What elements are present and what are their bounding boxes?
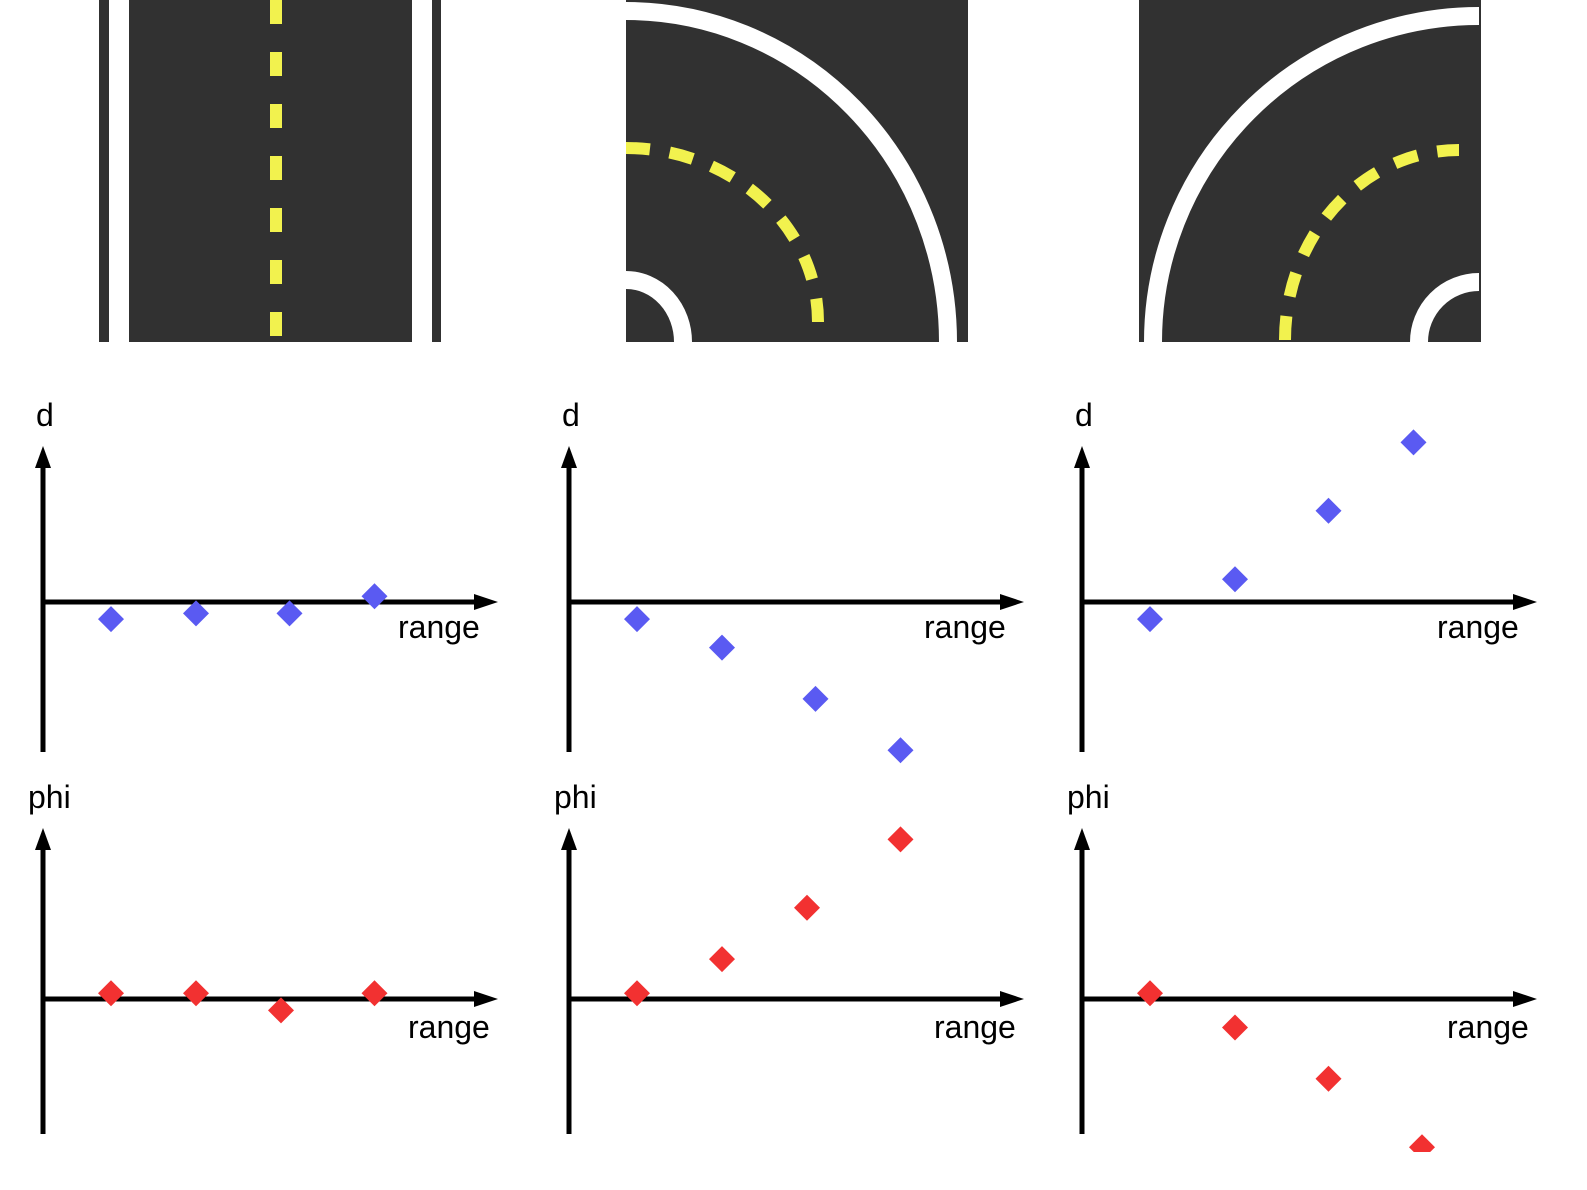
right-curve-road-tile: [626, 0, 968, 342]
diamond-marker: [98, 980, 124, 1007]
y-axis-arrow: [1074, 828, 1090, 850]
diamond-marker: [1315, 1065, 1342, 1092]
data-markers: [1137, 429, 1427, 633]
diamond-marker: [98, 606, 124, 633]
diamond-marker: [268, 997, 294, 1024]
x-axis-arrow: [1513, 594, 1537, 610]
diamond-marker: [276, 600, 303, 627]
y-axis-label: phi: [1067, 779, 1110, 815]
outer-edge-line: [1144, 7, 1480, 342]
d-plot-straight: d range: [35, 397, 498, 752]
diamond-marker: [802, 685, 829, 712]
diamond-marker: [183, 600, 209, 627]
axes: [1074, 828, 1537, 1134]
x-axis-arrow: [1000, 991, 1024, 1007]
axes: [561, 828, 1024, 1134]
diamond-marker: [1222, 566, 1248, 593]
data-markers: [624, 606, 914, 764]
asphalt: [1139, 0, 1481, 342]
y-axis-label: d: [36, 397, 54, 433]
diamond-marker: [624, 606, 650, 633]
diamond-marker: [887, 737, 914, 764]
data-markers: [1137, 980, 1435, 1152]
asphalt: [626, 0, 968, 342]
diamond-marker: [1409, 1134, 1435, 1152]
y-axis-arrow: [561, 446, 577, 468]
diamond-marker: [1137, 980, 1163, 1007]
diamond-marker: [624, 980, 650, 1007]
diamond-marker: [361, 980, 388, 1007]
center-dashed-line: [626, 142, 824, 323]
y-axis-label: phi: [28, 779, 71, 815]
inner-edge-line: [1410, 273, 1480, 342]
x-axis-label: range: [924, 609, 1006, 645]
x-axis-label: range: [934, 1009, 1016, 1045]
y-axis-arrow: [35, 446, 51, 468]
diamond-marker: [709, 634, 735, 661]
phi-plot-left-curve: phi range: [1067, 779, 1537, 1152]
diamond-marker: [361, 583, 388, 610]
diamond-marker: [1400, 429, 1427, 456]
phi-plot-straight: phi range: [28, 779, 498, 1134]
diamond-marker: [1315, 497, 1342, 524]
axes: [35, 828, 498, 1134]
x-axis-arrow: [1000, 594, 1024, 610]
right-edge-line: [412, 0, 432, 342]
x-axis-label: range: [1437, 609, 1519, 645]
data-markers: [624, 826, 914, 1007]
diamond-marker: [794, 894, 820, 921]
d-plot-left-curve: d range: [1074, 397, 1537, 752]
diamond-marker: [183, 980, 209, 1007]
x-axis-arrow: [474, 594, 498, 610]
inner-edge-line: [626, 271, 692, 342]
x-axis-arrow: [1513, 991, 1537, 1007]
y-axis-arrow: [561, 828, 577, 850]
phi-plot-right-curve: phi range: [554, 779, 1024, 1134]
axes: [1074, 446, 1537, 752]
left-curve-road-tile: [1139, 0, 1481, 342]
y-axis-arrow: [1074, 446, 1090, 468]
x-axis-arrow: [474, 991, 498, 1007]
diamond-marker: [887, 826, 914, 853]
axes: [35, 446, 498, 752]
diamond-marker: [1222, 1014, 1248, 1041]
left-edge-line: [109, 0, 129, 342]
x-axis-label: range: [408, 1009, 490, 1045]
y-axis-arrow: [35, 828, 51, 850]
axes: [561, 446, 1024, 752]
diamond-marker: [1137, 606, 1163, 633]
diamond-marker: [709, 946, 735, 973]
center-dashed-line: [1279, 144, 1460, 341]
y-axis-label: d: [562, 397, 580, 433]
outer-edge-line: [626, 2, 957, 342]
straight-road-tile: [99, 0, 441, 342]
y-axis-label: d: [1075, 397, 1093, 433]
x-axis-label: range: [398, 609, 480, 645]
data-markers: [98, 980, 388, 1024]
data-markers: [98, 583, 388, 633]
x-axis-label: range: [1447, 1009, 1529, 1045]
d-plot-right-curve: d range: [561, 397, 1024, 764]
y-axis-label: phi: [554, 779, 597, 815]
